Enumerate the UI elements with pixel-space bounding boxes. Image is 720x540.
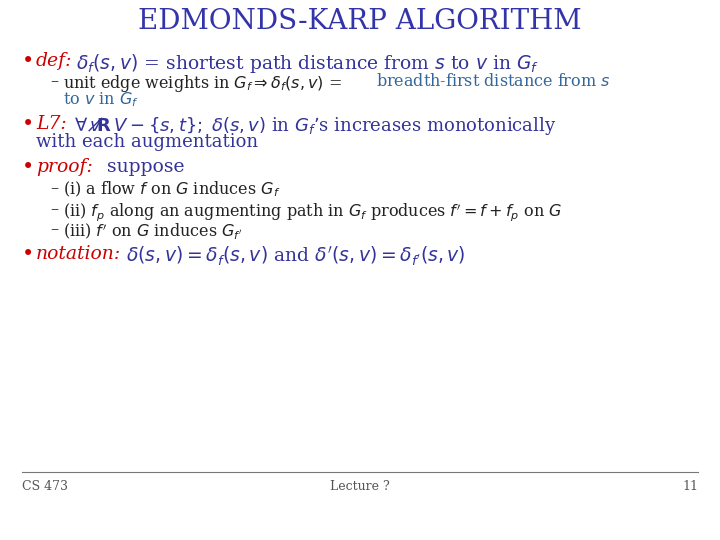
Text: –: – [50,73,58,90]
Text: •: • [22,52,35,71]
Text: EDMONDS-KARP ALGORITHM: EDMONDS-KARP ALGORITHM [138,8,582,35]
Text: def:: def: [36,52,73,70]
Text: Lecture ?: Lecture ? [330,480,390,493]
Text: CS 473: CS 473 [22,480,68,493]
Text: –: – [50,201,58,218]
Text: (ii) $f_p$ along an augmenting path in $G_f$ produces $f^{\prime} = f + f_p$ on : (ii) $f_p$ along an augmenting path in $… [63,201,562,223]
Text: •: • [22,158,35,177]
Text: with each augmentation: with each augmentation [36,133,258,151]
Text: unit edge weights in $G_f \Rightarrow \delta_f(s,v)$ =: unit edge weights in $G_f \Rightarrow \d… [63,73,343,94]
Text: •: • [22,115,35,134]
Text: –: – [50,221,58,238]
Text: $\forall\, v \,\mathbf{\not\!\!R}\, V - \{s,t\}$$;\; \delta(s,v)$ in $G_f$’s inc: $\forall\, v \,\mathbf{\not\!\!R}\, V - … [74,115,557,137]
Text: breadth-first distance from $s$: breadth-first distance from $s$ [376,73,611,90]
Text: to $v$ in $G_f$: to $v$ in $G_f$ [63,90,139,109]
Text: suppose: suppose [107,158,184,176]
Text: notation:: notation: [36,245,121,263]
Text: L7:: L7: [36,115,67,133]
Text: •: • [22,245,35,264]
Text: (iii) $f'$ on $G$ induces $G_{f'}$: (iii) $f'$ on $G$ induces $G_{f'}$ [63,221,243,241]
Text: (i) a flow $f$ on $G$ induces $G_f$: (i) a flow $f$ on $G$ induces $G_f$ [63,180,280,199]
Text: 11: 11 [682,480,698,493]
Text: $\delta_f(s,v)$ = shortest path distance from $s$ to $v$ in $G_f$: $\delta_f(s,v)$ = shortest path distance… [76,52,539,75]
Text: –: – [50,180,58,197]
Text: proof:: proof: [36,158,93,176]
Text: $\delta(s,v) = \delta_f(s,v)$ and $\delta'(s,v) = \delta_{f'}(s,v)$: $\delta(s,v) = \delta_f(s,v)$ and $\delt… [126,245,466,268]
